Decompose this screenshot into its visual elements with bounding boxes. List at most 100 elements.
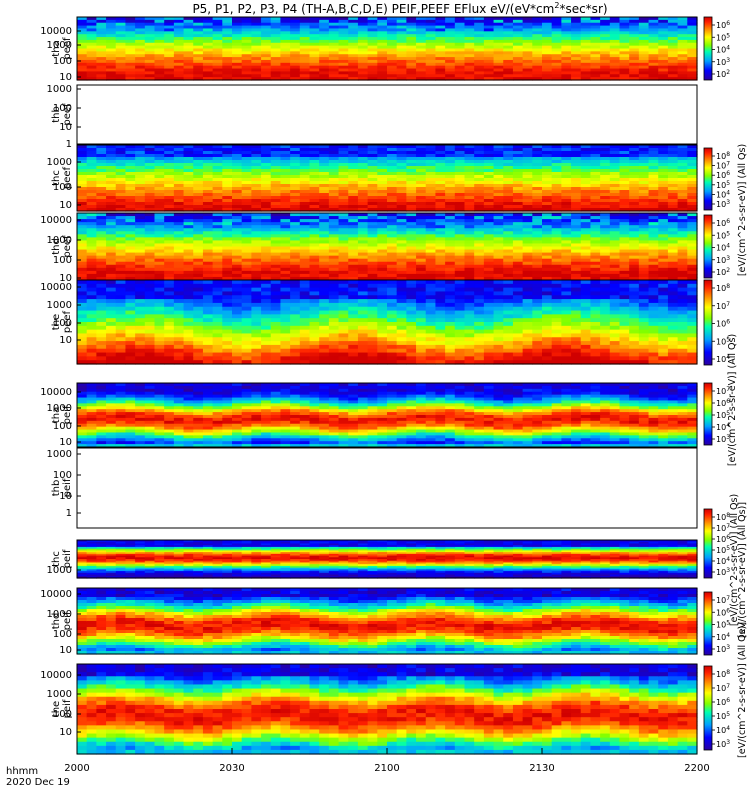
heatmap-cell [464, 213, 475, 217]
heatmap-cell [154, 261, 165, 266]
heatmap-cell [474, 37, 485, 41]
heatmap-cell [96, 213, 107, 217]
heatmap-cell [193, 28, 204, 32]
heatmap-cell [445, 228, 456, 232]
heatmap-cell [425, 219, 437, 223]
heatmap-cell [464, 252, 475, 257]
heatmap-cell [338, 17, 349, 21]
heatmap-cell [173, 310, 185, 315]
heatmap-cell [135, 59, 146, 64]
heatmap-cell [328, 302, 340, 308]
heatmap-cell [377, 310, 388, 315]
heatmap-cell [416, 237, 427, 242]
heatmap-cell [135, 234, 146, 238]
heatmap-cell [212, 199, 223, 203]
heatmap-cell [154, 184, 165, 188]
heatmap-cell [532, 216, 543, 220]
heatmap-cell [377, 261, 388, 266]
heatmap-cell [629, 163, 640, 167]
heatmap-cell [280, 48, 291, 52]
heatmap-cell [173, 163, 185, 167]
heatmap-cell [193, 17, 204, 21]
heatmap-cell [280, 261, 291, 266]
heatmap-cell [193, 237, 204, 242]
heatmap-cell [503, 222, 514, 226]
heatmap-cell [280, 314, 291, 319]
heatmap-cell [77, 273, 88, 278]
heatmap-cell [338, 190, 349, 194]
heatmap-cell [435, 48, 446, 52]
heatmap-cell [241, 205, 252, 209]
heatmap-cell [493, 178, 504, 182]
heatmap-cell [474, 71, 485, 75]
heatmap-cell [464, 231, 475, 235]
heatmap-cell [396, 202, 407, 206]
heatmap-cell [232, 54, 243, 58]
heatmap-cell [377, 322, 388, 327]
heatmap-cell [687, 267, 698, 272]
heatmap-cell [396, 157, 407, 161]
heatmap-cell [125, 163, 136, 167]
heatmap-cell [474, 68, 485, 73]
heatmap-cell [416, 62, 427, 67]
heatmap-cell [173, 202, 185, 206]
heatmap-cell [319, 28, 330, 32]
heatmap-cell [290, 337, 301, 342]
heatmap-cell [202, 273, 214, 278]
heatmap-cell [619, 228, 630, 232]
heatmap-cell [667, 184, 679, 188]
heatmap-cell [522, 216, 533, 220]
heatmap-cell [357, 322, 369, 327]
heatmap-cell [474, 213, 485, 217]
heatmap-cell [96, 178, 107, 182]
heatmap-cell [387, 322, 398, 327]
heatmap-cell [590, 261, 601, 266]
heatmap-cell [183, 291, 194, 296]
heatmap-cell [357, 77, 369, 81]
heatmap-cell [416, 216, 427, 220]
heatmap-cell [222, 237, 233, 242]
heatmap-cell [387, 264, 398, 269]
heatmap-cell [425, 42, 437, 47]
heatmap-cell [173, 325, 185, 331]
heatmap-cell [590, 169, 601, 173]
heatmap-cell [667, 246, 679, 251]
heatmap-cell [590, 59, 601, 64]
heatmap-cell [144, 42, 156, 47]
heatmap-cell [96, 228, 107, 232]
heatmap-cell [183, 231, 194, 235]
heatmap-cell [474, 208, 485, 212]
heatmap-cell [425, 216, 437, 220]
heatmap-cell [367, 352, 378, 357]
heatmap-cell [425, 193, 437, 197]
heatmap-cell [609, 196, 621, 200]
heatmap-cell [328, 225, 340, 229]
heatmap-cell [232, 276, 243, 281]
heatmap-cell [464, 267, 475, 272]
heatmap-cell [600, 202, 611, 206]
heatmap-cell [609, 45, 621, 50]
heatmap-cell [338, 77, 349, 81]
heatmap-cell [532, 25, 543, 30]
heatmap-cell [222, 302, 233, 308]
heatmap-cell [106, 318, 117, 323]
heatmap-cell [338, 228, 349, 232]
heatmap-cell [667, 264, 679, 269]
heatmap-cell [377, 62, 388, 67]
heatmap-cell [154, 178, 165, 182]
heatmap-cell [367, 65, 378, 70]
heatmap-cell [377, 175, 388, 179]
heatmap-cell [144, 310, 156, 315]
heatmap-cell [86, 341, 97, 346]
heatmap-cell [299, 17, 311, 21]
heatmap-cell [474, 54, 485, 58]
heatmap-cell [144, 45, 156, 50]
heatmap-cell [106, 249, 117, 254]
heatmap-cell [309, 74, 320, 78]
heatmap-cell [135, 17, 146, 21]
heatmap-cell [232, 314, 243, 319]
heatmap-cell [338, 249, 349, 254]
heatmap-cell [299, 325, 311, 331]
heatmap-cell [212, 352, 223, 357]
heatmap-cell [445, 166, 456, 170]
